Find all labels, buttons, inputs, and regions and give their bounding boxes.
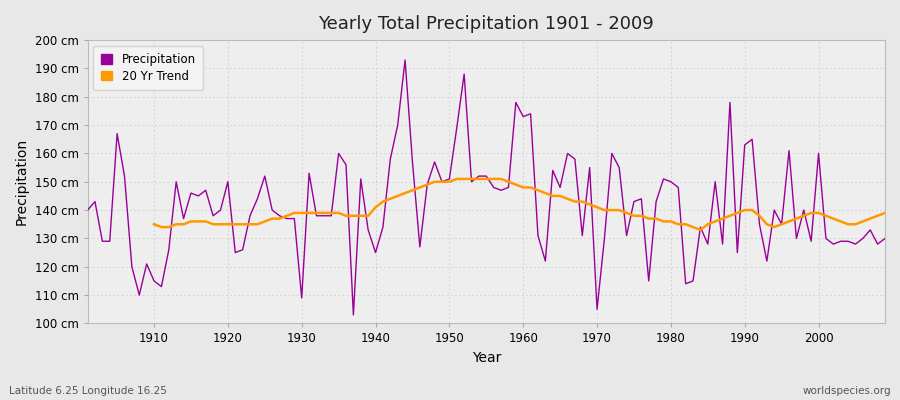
Precipitation	[879, 236, 890, 241]
Precipitation	[526, 111, 536, 116]
Precipitation	[533, 233, 544, 238]
Precipitation	[303, 171, 314, 176]
Text: Latitude 6.25 Longitude 16.25: Latitude 6.25 Longitude 16.25	[9, 386, 166, 396]
Precipitation	[141, 262, 152, 266]
20 Yr Trend	[835, 219, 846, 224]
Precipitation	[356, 176, 366, 181]
Y-axis label: Precipitation: Precipitation	[15, 138, 29, 225]
20 Yr Trend	[148, 222, 159, 227]
20 Yr Trend	[533, 188, 544, 193]
20 Yr Trend	[452, 176, 463, 181]
Precipitation	[621, 233, 632, 238]
Text: worldspecies.org: worldspecies.org	[803, 386, 891, 396]
Line: 20 Yr Trend: 20 Yr Trend	[154, 179, 885, 230]
20 Yr Trend	[289, 210, 300, 215]
Precipitation	[82, 208, 93, 212]
20 Yr Trend	[319, 210, 329, 215]
X-axis label: Year: Year	[472, 351, 501, 365]
Line: Precipitation: Precipitation	[87, 60, 885, 315]
Legend: Precipitation, 20 Yr Trend: Precipitation, 20 Yr Trend	[94, 46, 203, 90]
20 Yr Trend	[591, 205, 602, 210]
20 Yr Trend	[695, 228, 706, 232]
20 Yr Trend	[879, 210, 890, 215]
Precipitation	[400, 58, 410, 62]
Title: Yearly Total Precipitation 1901 - 2009: Yearly Total Precipitation 1901 - 2009	[319, 15, 654, 33]
20 Yr Trend	[858, 219, 868, 224]
Precipitation	[348, 312, 359, 317]
